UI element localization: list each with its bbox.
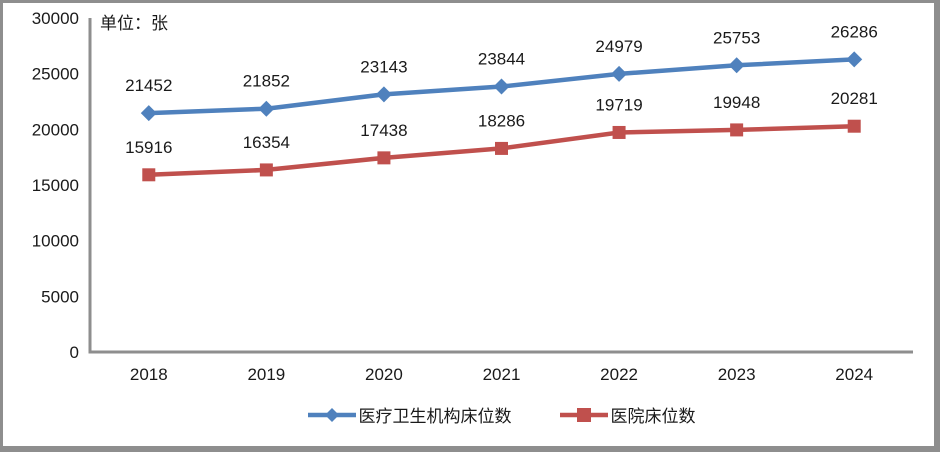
data-point-label: 24979 (595, 37, 642, 56)
data-point-label: 26286 (831, 22, 878, 41)
data-point-marker (728, 57, 745, 74)
data-point-marker (377, 151, 391, 165)
x-axis-label: 2019 (247, 365, 285, 384)
y-tick-label: 0 (70, 343, 79, 362)
data-point-marker (611, 65, 628, 82)
x-axis-label: 2023 (718, 365, 756, 384)
data-point-label: 16354 (243, 133, 290, 152)
legend-item-hospital-beds: 医院床位数 (559, 402, 696, 427)
data-point-label: 20281 (831, 89, 878, 108)
data-point-label: 23143 (360, 57, 407, 76)
x-axis-label: 2018 (130, 365, 168, 384)
x-axis-label: 2024 (835, 365, 873, 384)
x-axis-label: 2020 (365, 365, 403, 384)
y-tick-label: 30000 (32, 9, 79, 28)
y-tick-label: 15000 (32, 176, 79, 195)
legend-label-hospital-beds: 医院床位数 (610, 407, 696, 426)
data-point-marker (495, 141, 508, 155)
data-point-label: 21852 (243, 72, 290, 91)
data-point-label: 18286 (478, 111, 525, 130)
data-point-marker (493, 78, 510, 95)
y-tick-label: 5000 (41, 287, 79, 306)
legend-diamond-marker-icon (307, 407, 356, 422)
data-point-marker (612, 125, 626, 139)
data-point-marker (258, 100, 275, 117)
x-axis-label: 2021 (483, 365, 521, 384)
data-point-marker (847, 119, 861, 133)
legend-square-marker-icon (559, 407, 608, 422)
chart-legend: 医疗卫生机构床位数 医院床位数 (90, 402, 913, 427)
legend-item-medical-institution-beds: 医疗卫生机构床位数 (307, 402, 512, 427)
y-tick-label: 10000 (32, 232, 79, 251)
data-point-label: 19719 (595, 95, 642, 114)
data-point-marker (730, 123, 744, 137)
data-point-label: 15916 (125, 138, 172, 157)
data-point-marker (140, 105, 157, 122)
data-point-label: 21452 (125, 76, 172, 95)
unit-label: 单位：张 (100, 14, 168, 33)
data-point-label: 23844 (478, 50, 525, 69)
data-point-marker (259, 163, 273, 177)
y-tick-label: 25000 (32, 65, 79, 84)
data-point-marker (375, 86, 392, 103)
data-point-marker (142, 168, 156, 182)
legend-label-medical-institution-beds: 医疗卫生机构床位数 (358, 407, 512, 426)
data-point-label: 19948 (713, 93, 760, 112)
data-point-label: 17438 (360, 121, 407, 140)
data-point-label: 25753 (713, 28, 760, 47)
data-point-marker (846, 51, 863, 68)
y-tick-label: 20000 (32, 120, 79, 139)
x-axis-label: 2022 (600, 365, 638, 384)
